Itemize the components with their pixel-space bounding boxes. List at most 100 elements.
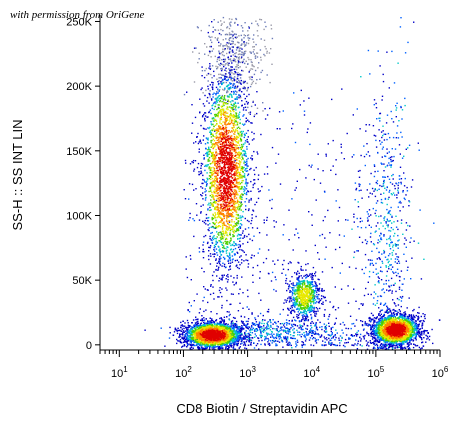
data-point [207, 151, 209, 153]
data-point [375, 317, 377, 319]
data-point [288, 296, 290, 298]
data-point [239, 77, 242, 79]
data-point [245, 326, 247, 329]
data-point [282, 234, 284, 236]
data-point [392, 249, 395, 252]
data-point [193, 324, 196, 326]
data-point [415, 337, 417, 340]
data-point [411, 322, 413, 324]
data-point [386, 51, 388, 53]
data-point [394, 310, 396, 312]
data-point [231, 18, 233, 21]
data-point [212, 104, 214, 106]
data-point [276, 325, 278, 327]
data-point [375, 293, 377, 295]
data-point [240, 79, 242, 82]
data-point [387, 343, 389, 346]
data-point [418, 333, 421, 335]
data-point [182, 345, 184, 347]
data-point [313, 291, 315, 293]
data-point [235, 338, 237, 340]
data-point [305, 312, 308, 315]
data-point [229, 93, 231, 95]
data-point [226, 90, 228, 92]
data-point [237, 78, 239, 80]
data-point [408, 201, 411, 203]
data-point [241, 43, 243, 45]
data-point [222, 29, 224, 32]
data-point [423, 320, 425, 323]
data-point [400, 343, 402, 345]
data-point [191, 327, 193, 330]
data-point [257, 252, 259, 254]
data-point [359, 183, 361, 186]
data-point [400, 314, 402, 317]
data-point [218, 261, 220, 263]
data-point [357, 226, 359, 228]
data-point [420, 333, 422, 336]
data-point [245, 50, 247, 52]
data-point [293, 302, 296, 304]
data-point [356, 333, 359, 336]
data-point [215, 93, 217, 95]
data-point [236, 86, 239, 88]
data-point [205, 213, 208, 216]
data-point [230, 21, 232, 23]
data-point [233, 79, 236, 82]
data-point [210, 320, 213, 322]
data-point [413, 321, 415, 324]
data-point [330, 330, 332, 333]
data-point [211, 318, 213, 320]
data-point [313, 333, 316, 335]
data-point [236, 264, 238, 266]
data-point [266, 173, 269, 175]
data-point [292, 298, 294, 300]
data-point [225, 76, 228, 78]
data-point [247, 241, 249, 243]
data-point [264, 344, 266, 346]
data-point [209, 345, 211, 348]
data-point [238, 79, 240, 82]
data-point [191, 348, 193, 351]
data-point [320, 290, 323, 292]
data-point [381, 339, 383, 341]
data-point [245, 60, 247, 62]
data-point [372, 328, 374, 331]
data-point [235, 17, 237, 20]
data-point [375, 329, 377, 331]
data-point [257, 325, 259, 328]
data-point [176, 330, 178, 332]
data-point [230, 43, 232, 45]
data-point [248, 208, 250, 210]
data-point [240, 315, 242, 318]
data-point [209, 237, 211, 240]
data-point [222, 50, 224, 53]
data-point [417, 327, 419, 329]
data-point [237, 57, 240, 59]
data-point [313, 292, 316, 294]
data-point [227, 56, 229, 58]
data-point [210, 226, 212, 229]
data-point [369, 183, 371, 185]
data-point [386, 289, 388, 291]
data-point [296, 278, 298, 280]
data-point [289, 331, 291, 333]
data-point [357, 330, 360, 332]
data-point [421, 324, 424, 326]
data-point [324, 338, 326, 340]
data-point [226, 76, 228, 78]
data-point [244, 151, 247, 153]
data-point [242, 250, 244, 252]
data-point [276, 344, 278, 346]
data-point [245, 335, 248, 338]
data-point [207, 31, 209, 34]
data-point [247, 333, 249, 335]
data-point [208, 166, 210, 169]
data-point [309, 306, 312, 308]
data-point [230, 33, 233, 36]
data-point [380, 237, 382, 239]
data-point [290, 344, 292, 347]
data-point [347, 285, 349, 287]
data-point [216, 241, 219, 244]
data-point [231, 77, 233, 79]
